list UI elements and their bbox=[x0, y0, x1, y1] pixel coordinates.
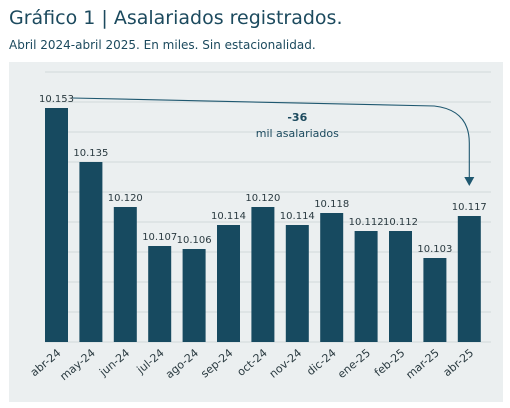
data-label: 10.114 bbox=[211, 211, 246, 222]
bar-jul-24 bbox=[148, 246, 172, 342]
annotation-text: mil asalariados bbox=[256, 127, 339, 140]
data-label: 10.112 bbox=[383, 217, 418, 228]
bar-abr-25 bbox=[457, 216, 481, 342]
bars bbox=[45, 108, 481, 342]
data-label: 10.112 bbox=[349, 217, 384, 228]
annotation-arrow bbox=[72, 97, 470, 178]
x-tick-label: ene-25 bbox=[335, 346, 373, 381]
chart-title: Gráfico 1 | Asalariados registrados. bbox=[9, 7, 343, 29]
bar-ago-24 bbox=[182, 249, 206, 342]
bar-oct-24 bbox=[251, 207, 275, 342]
x-tick-label: abr-25 bbox=[441, 346, 477, 379]
x-tick-label: feb-25 bbox=[372, 346, 408, 379]
bar-ene-25 bbox=[354, 231, 378, 342]
bar-sep-24 bbox=[217, 225, 240, 342]
x-tick-label: jul-24 bbox=[134, 346, 167, 377]
annotation-arrowhead bbox=[464, 177, 475, 186]
data-label: 10.120 bbox=[108, 193, 143, 204]
bar-abr-24 bbox=[45, 108, 68, 342]
data-label: 10.153 bbox=[39, 94, 74, 105]
chart-subtitle: Abril 2024-abril 2025. En miles. Sin est… bbox=[9, 38, 316, 52]
data-label: 10.103 bbox=[417, 244, 452, 255]
x-tick-label: sep-24 bbox=[198, 346, 235, 380]
x-tick-label: ago-24 bbox=[163, 346, 201, 381]
bar-jun-24 bbox=[113, 207, 137, 342]
data-label: 10.106 bbox=[177, 235, 212, 246]
data-label: 10.107 bbox=[142, 232, 177, 243]
data-label: 10.114 bbox=[280, 211, 315, 222]
bar-nov-24 bbox=[285, 225, 309, 342]
x-tick-label: dic-24 bbox=[304, 346, 338, 378]
x-tick-label: jun-24 bbox=[96, 346, 132, 379]
bar-dic-24 bbox=[320, 213, 344, 342]
x-tick-label: mar-25 bbox=[403, 346, 441, 381]
change-annotation: -36 mil asalariados bbox=[72, 97, 475, 186]
x-tick-label: oct-24 bbox=[235, 346, 270, 378]
x-tick-label: nov-24 bbox=[267, 346, 304, 380]
data-label: 10.118 bbox=[314, 199, 349, 210]
data-label: 10.120 bbox=[245, 193, 280, 204]
annotation-value: -36 bbox=[287, 111, 307, 124]
bar-mar-25 bbox=[423, 258, 447, 342]
data-label: 10.135 bbox=[73, 148, 108, 159]
bar-feb-25 bbox=[389, 231, 412, 342]
data-label: 10.117 bbox=[452, 202, 487, 213]
x-tick-label: may-24 bbox=[57, 346, 97, 383]
bar-may-24 bbox=[79, 162, 103, 342]
